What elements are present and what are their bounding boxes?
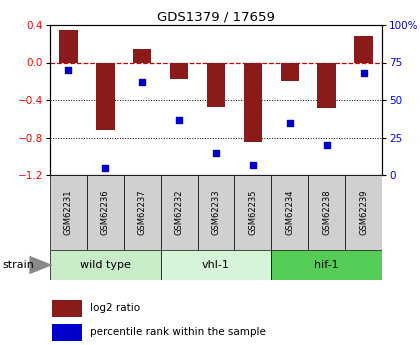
Bar	[354, 36, 373, 62]
Bar	[308, 175, 345, 250]
Bar	[50, 250, 161, 280]
Bar	[197, 175, 234, 250]
Bar	[50, 175, 87, 250]
Text: vhl-1: vhl-1	[202, 260, 230, 270]
Bar	[133, 49, 152, 62]
Bar	[271, 175, 308, 250]
Text: hif-1: hif-1	[314, 260, 339, 270]
Point	[176, 117, 182, 122]
Text: wild type: wild type	[80, 260, 131, 270]
Text: GSM62234: GSM62234	[285, 190, 294, 235]
Bar	[59, 30, 78, 62]
Text: GSM62231: GSM62231	[64, 190, 73, 235]
Point	[323, 142, 330, 148]
Polygon shape	[29, 256, 52, 274]
Text: GSM62237: GSM62237	[138, 190, 147, 235]
Bar	[271, 250, 382, 280]
Text: log2 ratio: log2 ratio	[90, 303, 140, 313]
Bar	[96, 62, 115, 130]
Bar	[124, 175, 161, 250]
Bar	[87, 175, 124, 250]
Bar	[244, 62, 262, 142]
Point	[286, 120, 293, 125]
Point	[249, 162, 256, 167]
Text: GSM62232: GSM62232	[175, 190, 184, 235]
Bar	[161, 175, 197, 250]
Text: GSM62239: GSM62239	[359, 190, 368, 235]
Text: GSM62238: GSM62238	[322, 190, 331, 235]
Point	[102, 165, 109, 170]
Point	[213, 150, 219, 155]
Bar	[161, 250, 271, 280]
Bar	[170, 62, 188, 79]
Bar	[52, 324, 82, 341]
Title: GDS1379 / 17659: GDS1379 / 17659	[157, 11, 275, 24]
Point	[139, 79, 146, 85]
Point	[360, 70, 367, 76]
Bar	[318, 62, 336, 108]
Text: GSM62236: GSM62236	[101, 190, 110, 235]
Bar	[207, 62, 225, 107]
Text: GSM62233: GSM62233	[212, 190, 220, 235]
Point	[65, 67, 72, 73]
Bar	[52, 300, 82, 317]
Text: GSM62235: GSM62235	[248, 190, 257, 235]
Bar	[234, 175, 271, 250]
Text: percentile rank within the sample: percentile rank within the sample	[90, 327, 266, 337]
Text: strain: strain	[2, 260, 34, 270]
Bar	[281, 62, 299, 81]
Bar	[345, 175, 382, 250]
